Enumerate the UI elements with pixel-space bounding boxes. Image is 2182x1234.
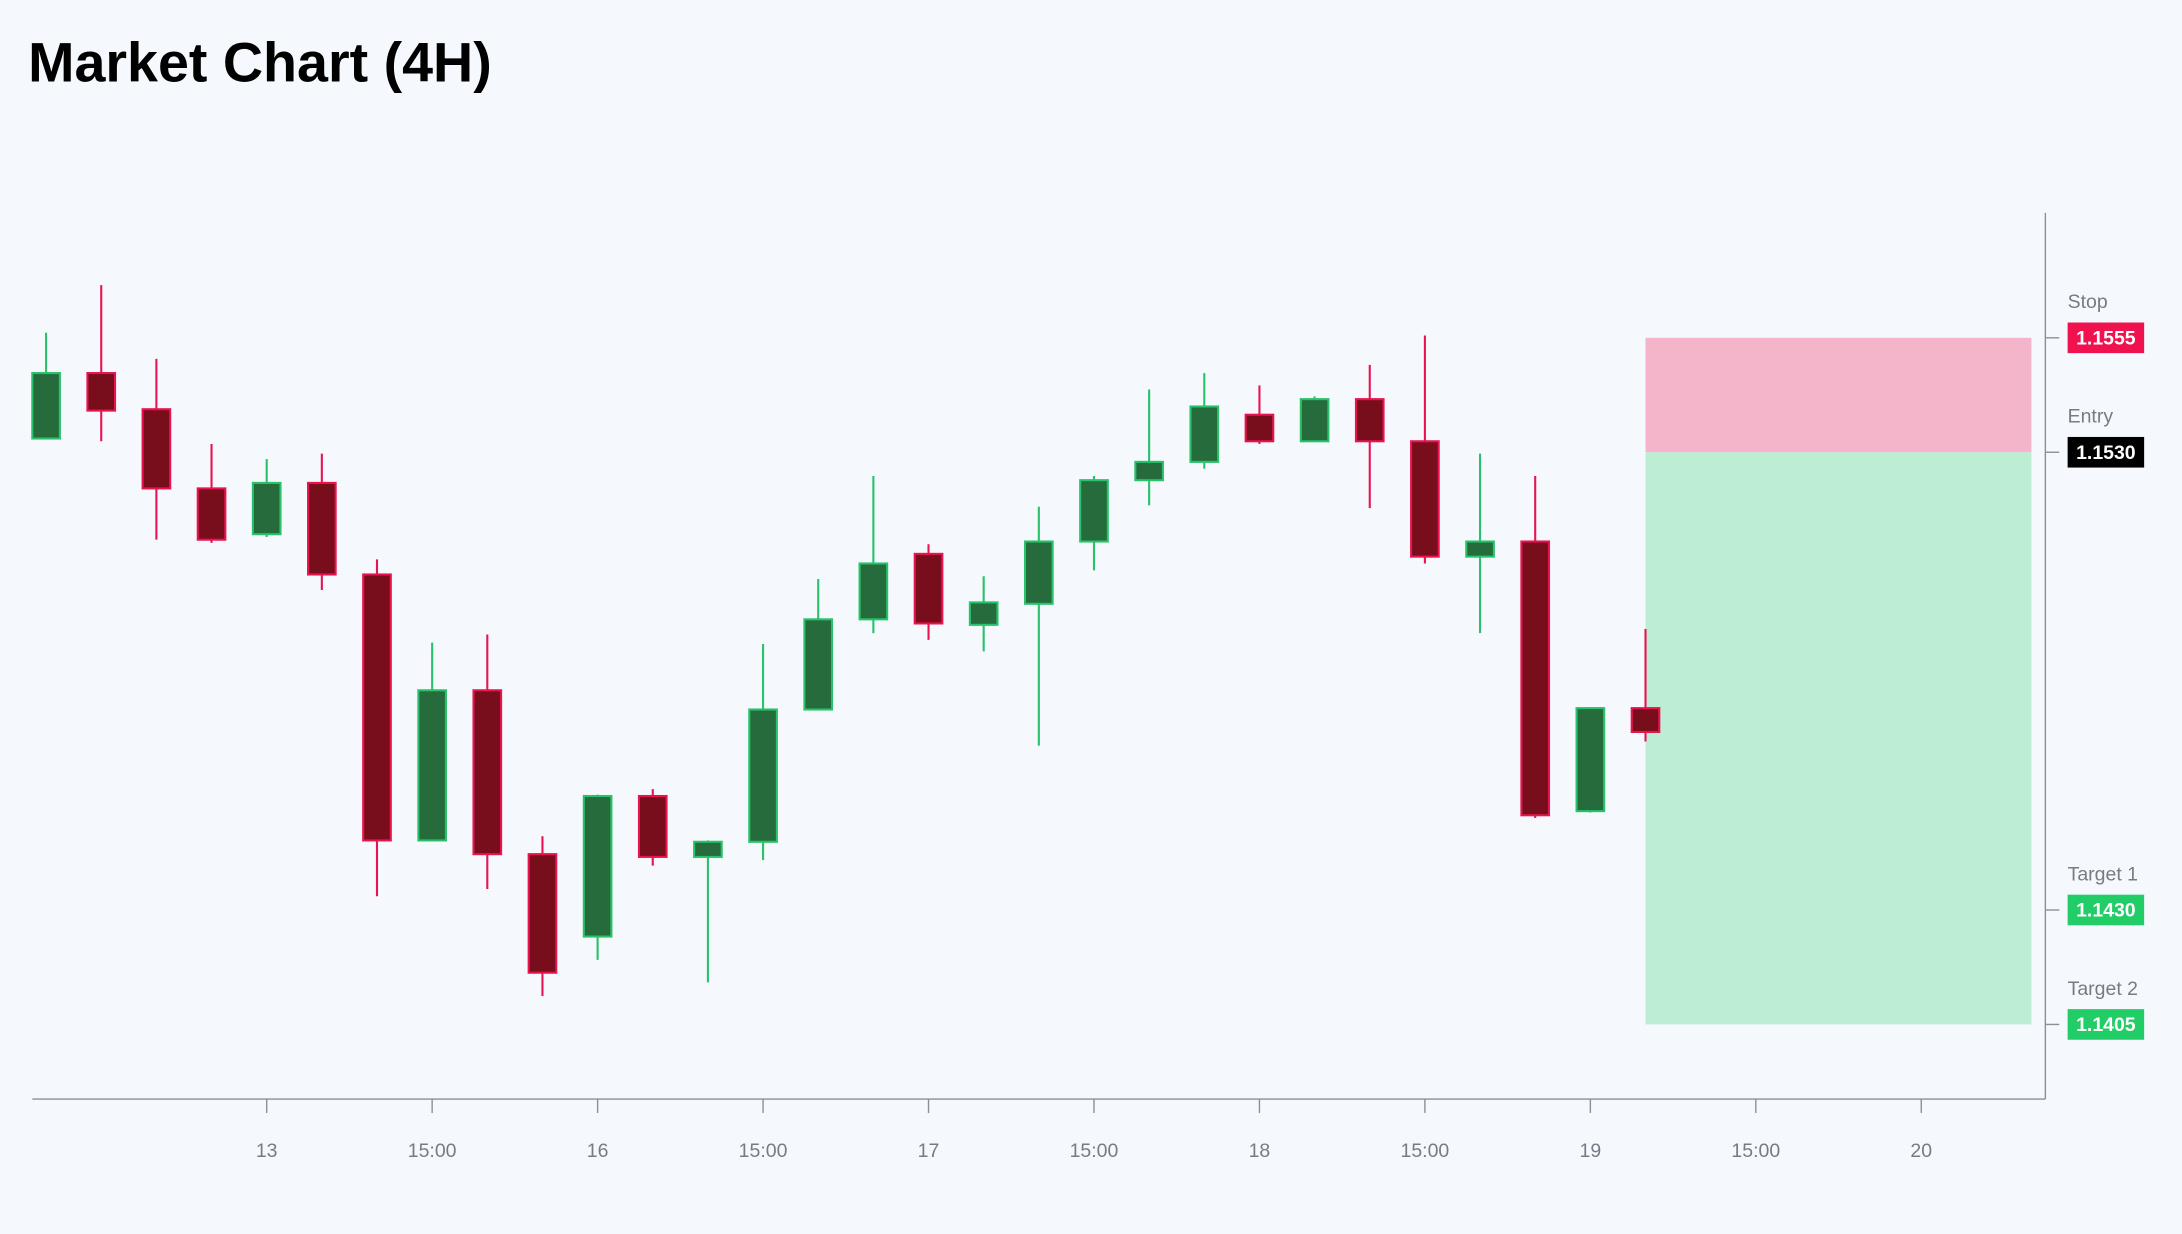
candle-body bbox=[141, 408, 172, 490]
x-tick-label: 15:00 bbox=[1070, 1140, 1119, 1162]
level-name: Stop bbox=[2068, 291, 2108, 313]
candle-body bbox=[1354, 398, 1385, 443]
candle-body bbox=[1465, 540, 1495, 558]
x-tick-label: 15:00 bbox=[739, 1140, 788, 1162]
candle-body bbox=[1023, 540, 1054, 605]
x-tick-label: 18 bbox=[1249, 1140, 1271, 1162]
candle-body bbox=[748, 708, 778, 843]
reward-zone bbox=[1645, 452, 2032, 1025]
x-tick-label: 15:00 bbox=[1401, 1140, 1450, 1162]
candle-body bbox=[1630, 707, 1661, 733]
candle-body bbox=[1079, 479, 1109, 543]
candle-body bbox=[693, 840, 723, 858]
candle-body bbox=[472, 689, 503, 856]
candle-body bbox=[1410, 440, 1440, 558]
candle-body bbox=[803, 618, 834, 711]
level-value: 1.1530 bbox=[2076, 442, 2136, 464]
level-badge bbox=[2067, 322, 2145, 354]
candle-body bbox=[1189, 405, 1220, 463]
x-tick-label: 15:00 bbox=[408, 1140, 457, 1162]
candle-body bbox=[251, 481, 282, 536]
candle-body bbox=[1244, 413, 1275, 443]
level-name: Target 2 bbox=[2068, 978, 2138, 1000]
candle-body bbox=[1134, 460, 1164, 482]
x-tick-label: 13 bbox=[256, 1140, 278, 1162]
candle-body bbox=[362, 573, 392, 842]
candle-body bbox=[31, 372, 61, 440]
candle-body bbox=[1520, 540, 1551, 817]
candle-body bbox=[1299, 398, 1330, 443]
candle-body bbox=[307, 481, 337, 576]
candle-body bbox=[582, 794, 613, 938]
x-tick-label: 17 bbox=[918, 1140, 940, 1162]
level-name: Entry bbox=[2068, 406, 2114, 428]
candle-body bbox=[86, 372, 117, 412]
level-value: 1.1405 bbox=[2076, 1014, 2136, 1036]
x-tick-label: 15:00 bbox=[1731, 1140, 1780, 1162]
candle-body bbox=[637, 794, 668, 858]
level-name: Target 1 bbox=[2068, 863, 2138, 885]
x-tick-label: 16 bbox=[587, 1140, 609, 1162]
level-badge bbox=[2067, 436, 2145, 468]
candle-body bbox=[417, 689, 447, 842]
candle-body bbox=[1575, 707, 1606, 813]
candle-body bbox=[858, 562, 889, 621]
level-badge bbox=[2067, 894, 2145, 926]
level-badge bbox=[2067, 1009, 2145, 1040]
x-tick-label: 19 bbox=[1580, 1140, 1602, 1162]
candle-body bbox=[968, 601, 999, 626]
level-value: 1.1430 bbox=[2076, 900, 2136, 922]
x-tick-label: 20 bbox=[1910, 1140, 1932, 1162]
risk-zone bbox=[1645, 337, 2032, 453]
level-value: 1.1555 bbox=[2076, 327, 2136, 349]
candle-body bbox=[527, 853, 558, 974]
candle-body bbox=[196, 487, 227, 541]
chart-title: Market Chart (4H) bbox=[28, 31, 492, 93]
candle-body bbox=[913, 552, 944, 625]
